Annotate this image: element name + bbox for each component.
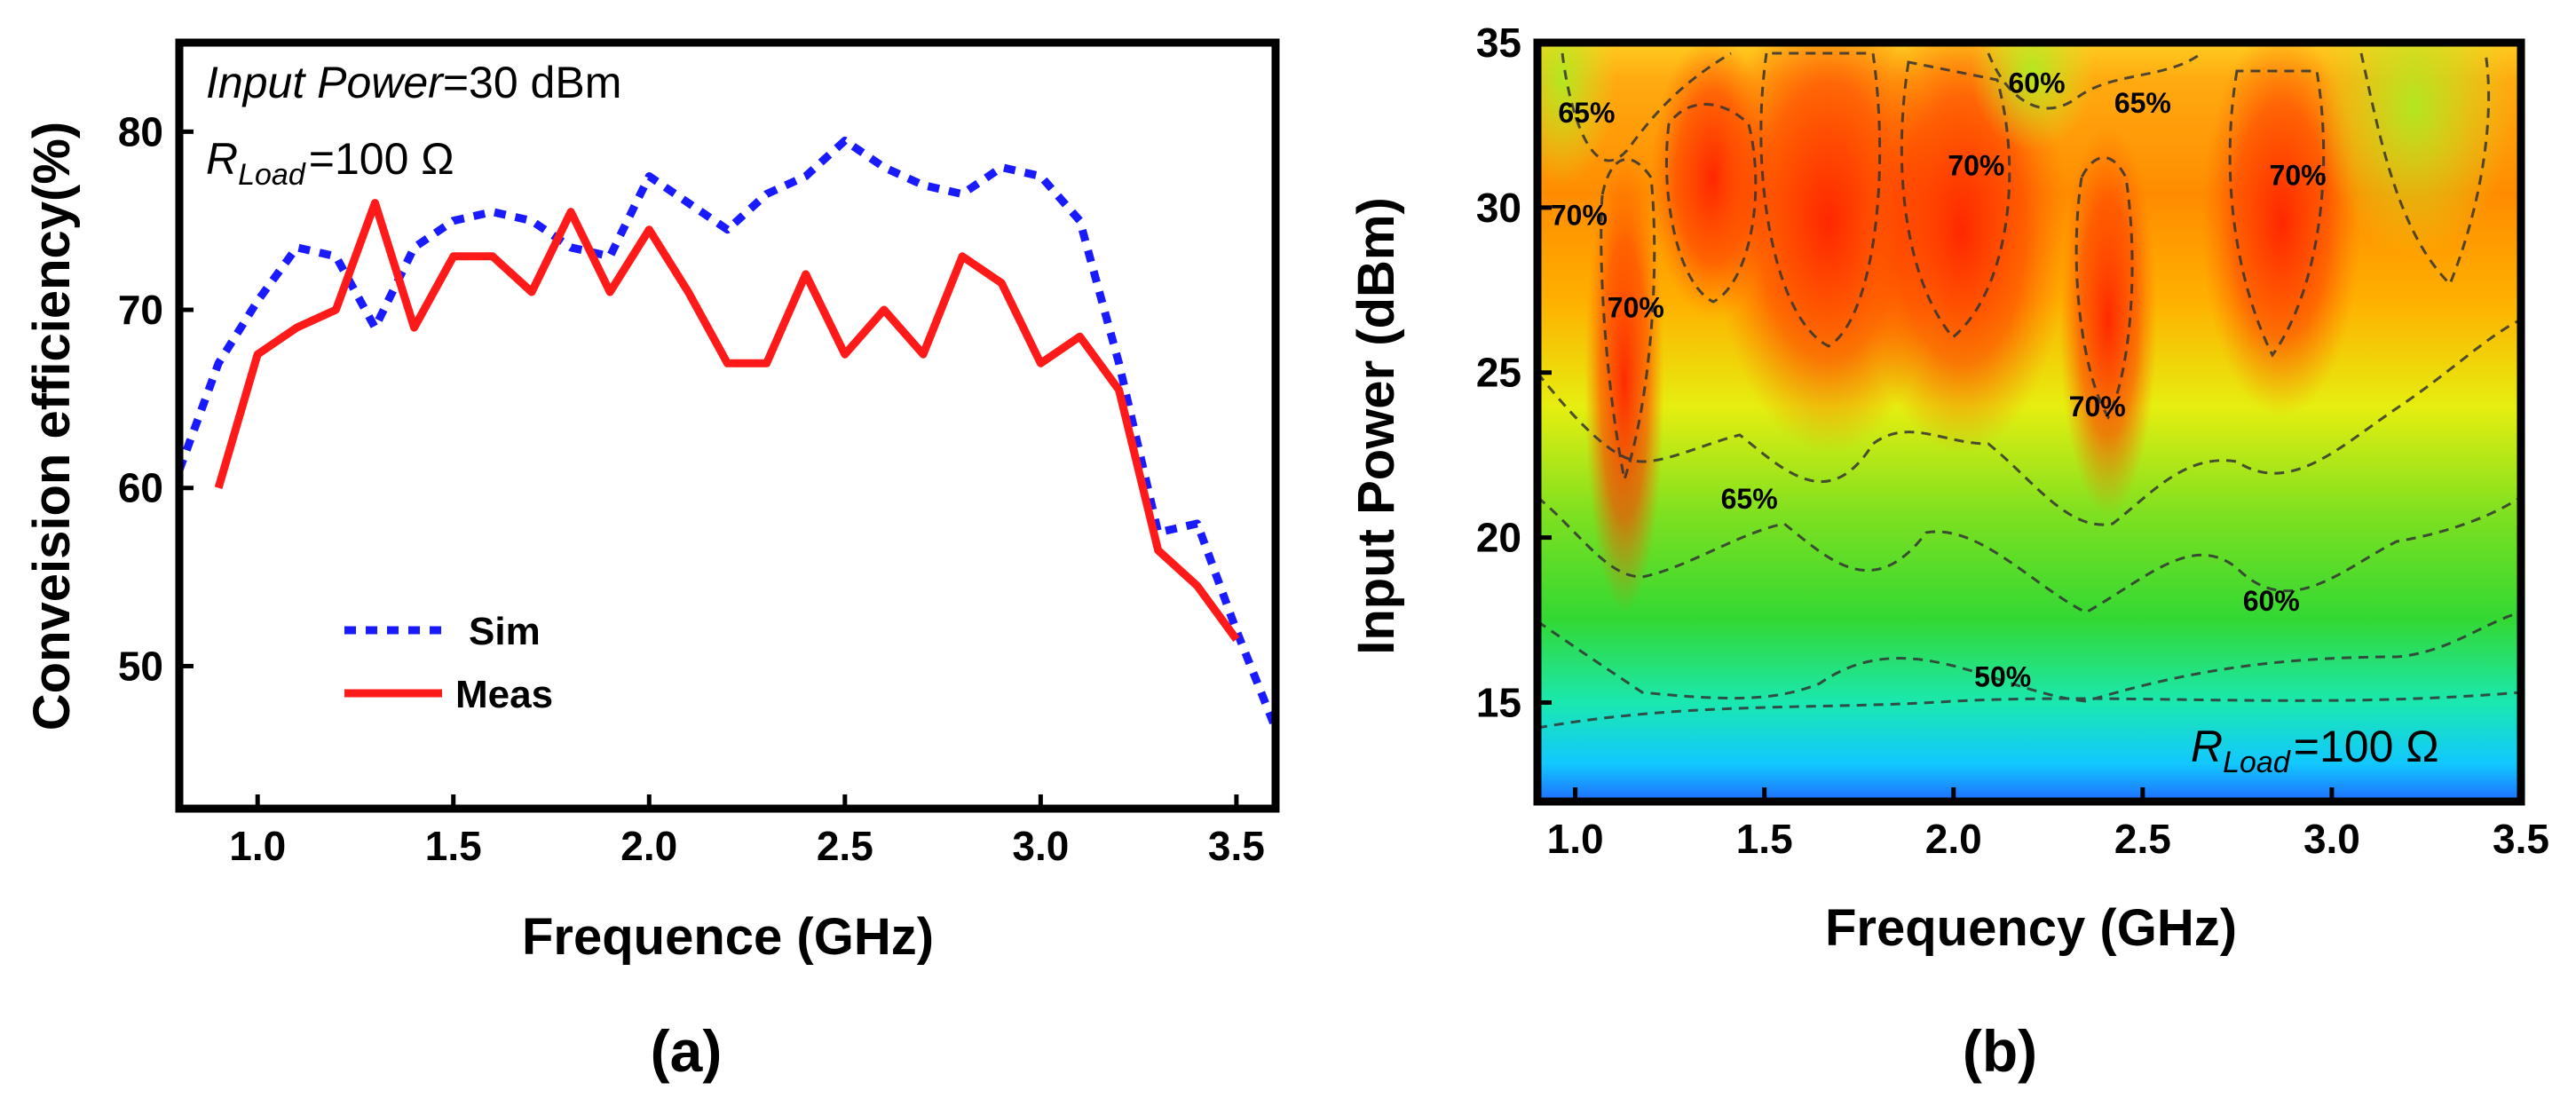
contour-label: 65%	[1558, 97, 1615, 129]
y-tick-label: 70	[118, 287, 163, 333]
y-tick-label: 30	[1476, 185, 1521, 231]
contour-label: 60%	[2008, 67, 2065, 99]
x-tick-label: 2.0	[620, 823, 677, 869]
series-line-meas	[214, 199, 1240, 642]
panel-b-x-axis-title: Frequency (GHz)	[1825, 899, 2237, 957]
series-line-sim	[179, 136, 1276, 731]
x-tick-label: 1.5	[425, 823, 482, 869]
input-power-value: =30 dBm	[443, 58, 622, 107]
rload-r: R	[206, 134, 238, 184]
panel-a-x-axis-title: Frequence (GHz)	[522, 908, 934, 966]
panel-a-input-power-annotation: Input Power=30 dBm	[206, 58, 621, 107]
panel-b-y-axis-title: Input Power (dBm)	[1347, 197, 1405, 655]
rload-r-b: R	[2191, 722, 2223, 771]
panel-a-legend: Sim Meas	[344, 610, 553, 716]
legend-meas-label: Meas	[455, 673, 553, 716]
contour-label: 70%	[1948, 150, 2004, 182]
y-tick-label: 20	[1476, 515, 1521, 561]
contour-label: 70%	[2069, 391, 2126, 423]
input-power-label: Input Power	[206, 58, 445, 107]
rload-subscript-b: Load	[2223, 746, 2291, 779]
contour-label: 50%	[1974, 661, 2031, 693]
x-tick-label: 2.5	[817, 823, 873, 869]
contour-label: 65%	[1721, 483, 1778, 515]
y-tick-label: 25	[1476, 350, 1521, 396]
x-tick-label: 2.0	[1925, 816, 1982, 862]
rload-subscript: Load	[238, 158, 306, 192]
x-tick-label: 1.0	[229, 823, 286, 869]
x-tick-label: 3.0	[2303, 816, 2360, 862]
panel-b-label: (b)	[1963, 1018, 2037, 1084]
x-tick-label: 3.5	[2493, 816, 2549, 862]
x-tick-label: 3.5	[1208, 823, 1265, 869]
panel-a-y-axis-title: Conveision efficiency(%)	[23, 122, 81, 731]
panel-b-rload-annotation: RLoad=100 Ω	[2191, 722, 2439, 779]
rload-value: =100 Ω	[309, 134, 454, 184]
x-tick-label: 2.5	[2114, 816, 2171, 862]
y-tick-label: 80	[118, 108, 163, 154]
contour-label: 60%	[2243, 585, 2300, 617]
panel-a-label: (a)	[651, 1018, 723, 1084]
y-tick-label: 35	[1476, 20, 1521, 66]
contour-label: 70%	[1551, 199, 1608, 231]
contour-label: 65%	[2114, 87, 2171, 119]
x-tick-label: 1.5	[1736, 816, 1793, 862]
y-tick-label: 60	[118, 465, 163, 511]
rload-value-b: =100 Ω	[2294, 722, 2439, 771]
panel-a-rload-annotation: RLoad=100 Ω	[206, 134, 454, 192]
panel-a-line-chart: 1.0 1.5 2.0 2.5 3.0 3.5 50 60 70 80 Input Power=3…	[23, 38, 1280, 1084]
panel-b-heatmap: 65% 60% 65% 70% 70% 70% 70% 70% 65% 60% 50% 1.0 1.5…	[1347, 20, 2549, 1084]
contour-lines	[1537, 51, 2521, 730]
contour-label: 70%	[1608, 291, 1664, 323]
y-tick-label: 15	[1476, 679, 1521, 725]
contour-label: 70%	[2270, 160, 2327, 192]
legend-sim-label: Sim	[469, 610, 541, 653]
panel-b-frame	[1533, 38, 2525, 806]
heatmap-field	[1537, 43, 2521, 802]
y-tick-label: 50	[118, 643, 163, 689]
x-tick-label: 1.0	[1547, 816, 1604, 862]
panel-a-frame	[175, 38, 1280, 813]
x-tick-label: 3.0	[1012, 823, 1069, 869]
